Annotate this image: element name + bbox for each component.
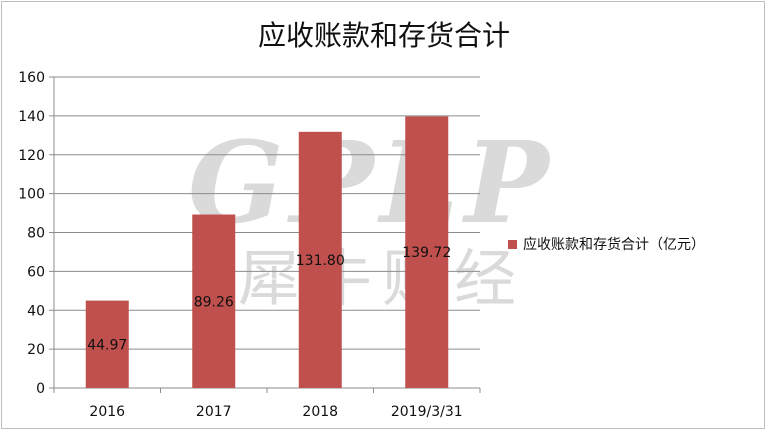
data-label: 44.97 <box>87 337 127 353</box>
y-tick-label: 140 <box>18 109 45 125</box>
legend: 应收账款和存货合计（亿元） <box>508 234 705 254</box>
watermark-latin: GPLP <box>188 118 555 249</box>
y-tick-label: 80 <box>27 226 45 242</box>
bar <box>298 131 342 388</box>
y-tick-label: 120 <box>18 148 45 164</box>
x-tick-label: 2017 <box>196 404 232 420</box>
watermark-cjk: 犀牛财经 <box>238 242 527 315</box>
y-tick-label: 100 <box>18 187 45 203</box>
y-tick-label: 0 <box>36 381 45 397</box>
legend-swatch <box>508 239 517 249</box>
bar <box>405 116 449 388</box>
bar <box>192 214 236 388</box>
y-tick-label: 20 <box>27 342 45 358</box>
chart-title: 应收账款和存货合计 <box>257 19 510 52</box>
x-tick-label: 2019/3/31 <box>391 404 463 420</box>
data-label: 89.26 <box>194 294 234 310</box>
y-tick-label: 40 <box>27 303 45 319</box>
data-label: 131.80 <box>296 253 345 269</box>
data-label: 139.72 <box>402 245 451 261</box>
y-tick-label: 60 <box>27 264 45 280</box>
y-tick-label: 160 <box>18 70 45 86</box>
x-tick-label: 2018 <box>302 404 338 420</box>
bar <box>85 300 129 388</box>
x-tick-label: 2016 <box>89 404 125 420</box>
legend-label: 应收账款和存货合计（亿元） <box>523 237 705 253</box>
